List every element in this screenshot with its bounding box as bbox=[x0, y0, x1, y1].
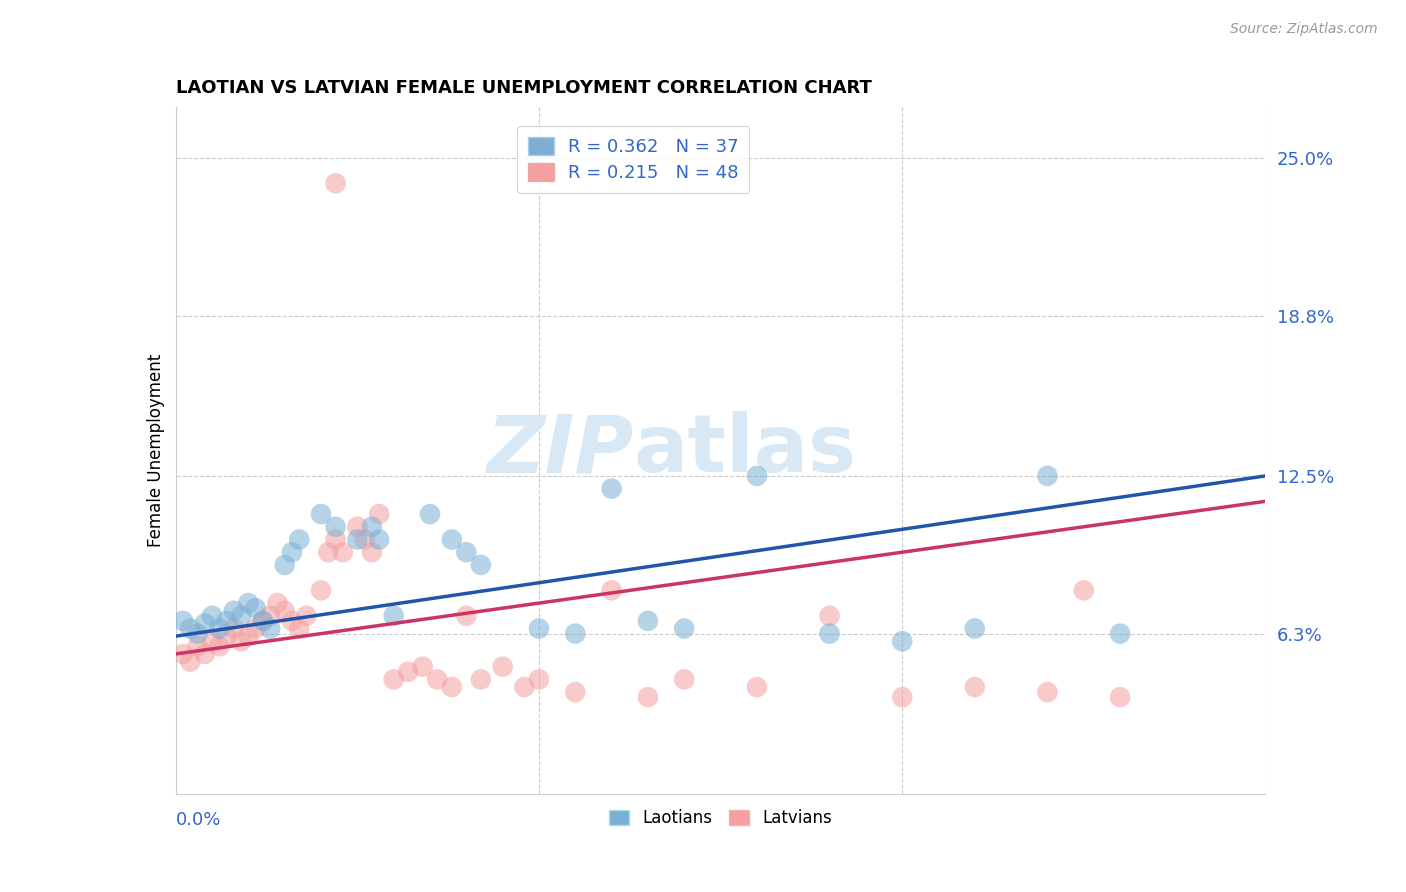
Point bbox=[470, 558, 492, 572]
Point bbox=[274, 558, 297, 572]
Point bbox=[179, 622, 201, 636]
Point bbox=[245, 601, 267, 615]
Point bbox=[637, 614, 659, 628]
Point bbox=[637, 690, 659, 705]
Text: LAOTIAN VS LATVIAN FEMALE UNEMPLOYMENT CORRELATION CHART: LAOTIAN VS LATVIAN FEMALE UNEMPLOYMENT C… bbox=[176, 79, 872, 97]
Point bbox=[332, 545, 354, 559]
Point bbox=[527, 622, 550, 636]
Point bbox=[368, 533, 391, 547]
Point bbox=[513, 680, 536, 694]
Point bbox=[281, 614, 304, 628]
Legend: R = 0.362   N = 37, R = 0.215   N = 48: R = 0.362 N = 37, R = 0.215 N = 48 bbox=[517, 127, 749, 193]
Point bbox=[325, 533, 347, 547]
Point bbox=[963, 680, 986, 694]
Point bbox=[266, 596, 288, 610]
Y-axis label: Female Unemployment: Female Unemployment bbox=[146, 354, 165, 547]
Point bbox=[325, 520, 347, 534]
Point bbox=[201, 634, 224, 648]
Text: 0.0%: 0.0% bbox=[176, 811, 221, 829]
Point bbox=[222, 604, 245, 618]
Point bbox=[456, 608, 478, 623]
Point bbox=[891, 690, 914, 705]
Point bbox=[673, 673, 696, 687]
Point bbox=[1073, 583, 1095, 598]
Point bbox=[564, 626, 586, 640]
Point bbox=[600, 583, 623, 598]
Point bbox=[325, 177, 347, 191]
Point bbox=[527, 673, 550, 687]
Point bbox=[288, 533, 311, 547]
Point bbox=[426, 673, 449, 687]
Point bbox=[346, 533, 368, 547]
Point bbox=[309, 507, 332, 521]
Point bbox=[456, 545, 478, 559]
Point bbox=[288, 622, 311, 636]
Point bbox=[382, 608, 405, 623]
Point bbox=[172, 614, 194, 628]
Point bbox=[186, 640, 209, 654]
Point bbox=[891, 634, 914, 648]
Point bbox=[818, 608, 841, 623]
Point bbox=[194, 647, 217, 661]
Point bbox=[281, 545, 304, 559]
Point bbox=[419, 507, 441, 521]
Point bbox=[818, 626, 841, 640]
Point bbox=[368, 507, 391, 521]
Point bbox=[252, 614, 274, 628]
Point bbox=[186, 626, 209, 640]
Point bbox=[470, 673, 492, 687]
Point bbox=[440, 680, 463, 694]
Text: ZIP: ZIP bbox=[486, 411, 633, 490]
Point bbox=[360, 520, 382, 534]
Point bbox=[215, 629, 238, 643]
Point bbox=[179, 655, 201, 669]
Point bbox=[353, 533, 375, 547]
Point bbox=[194, 616, 217, 631]
Point bbox=[1036, 469, 1059, 483]
Point bbox=[238, 629, 260, 643]
Point bbox=[259, 608, 281, 623]
Point bbox=[274, 604, 297, 618]
Point bbox=[346, 520, 368, 534]
Point bbox=[252, 614, 274, 628]
Point bbox=[201, 608, 224, 623]
Point bbox=[318, 545, 340, 559]
Point bbox=[1036, 685, 1059, 699]
Point bbox=[396, 665, 419, 679]
Point bbox=[963, 622, 986, 636]
Point bbox=[492, 659, 515, 673]
Point bbox=[172, 647, 194, 661]
Point bbox=[1109, 626, 1132, 640]
Point bbox=[745, 680, 768, 694]
Point bbox=[231, 608, 253, 623]
Point bbox=[382, 673, 405, 687]
Point bbox=[412, 659, 434, 673]
Point bbox=[673, 622, 696, 636]
Point bbox=[295, 608, 318, 623]
Point bbox=[245, 622, 267, 636]
Point bbox=[440, 533, 463, 547]
Point bbox=[208, 640, 231, 654]
Point bbox=[1109, 690, 1132, 705]
Point bbox=[215, 614, 238, 628]
Point bbox=[309, 583, 332, 598]
Point bbox=[259, 622, 281, 636]
Point bbox=[360, 545, 382, 559]
Point bbox=[564, 685, 586, 699]
Text: atlas: atlas bbox=[633, 411, 856, 490]
Point bbox=[231, 634, 253, 648]
Point bbox=[222, 622, 245, 636]
Point bbox=[238, 596, 260, 610]
Point bbox=[208, 622, 231, 636]
Text: Source: ZipAtlas.com: Source: ZipAtlas.com bbox=[1230, 22, 1378, 37]
Point bbox=[600, 482, 623, 496]
Point bbox=[745, 469, 768, 483]
